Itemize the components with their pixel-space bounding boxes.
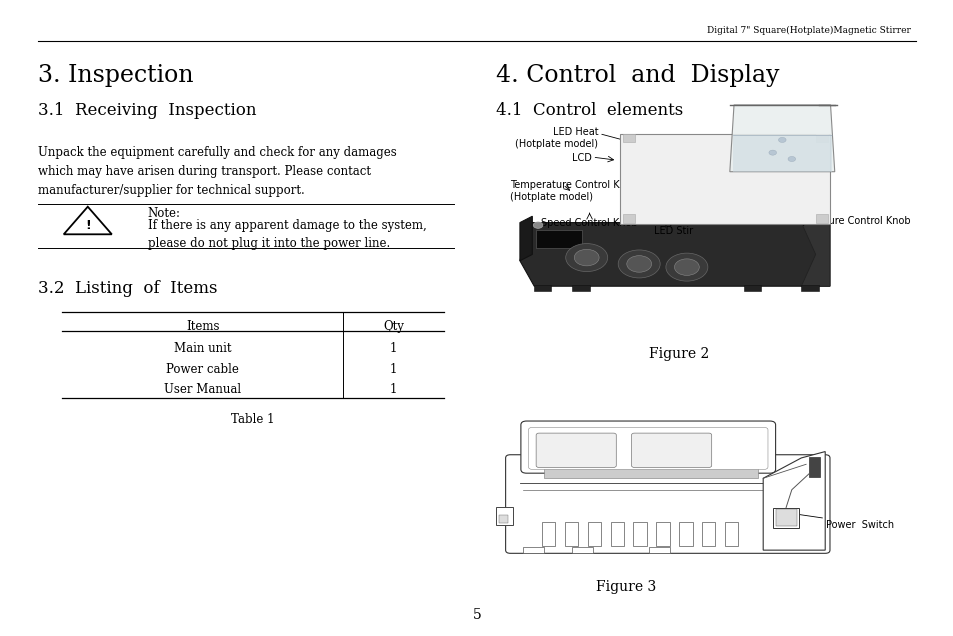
FancyBboxPatch shape (536, 433, 616, 467)
Bar (801, 285, 818, 291)
Text: User Manual: User Manual (164, 383, 241, 396)
Polygon shape (762, 452, 824, 550)
Bar (815, 214, 827, 223)
Bar (564, 522, 578, 546)
Text: Power cable: Power cable (166, 363, 239, 375)
Text: Figure 3: Figure 3 (595, 580, 656, 594)
Text: 4.1  Control  elements: 4.1 Control elements (496, 102, 682, 119)
Bar (633, 522, 646, 546)
Text: 3. Inspection: 3. Inspection (38, 64, 193, 86)
Text: Qty: Qty (383, 320, 403, 333)
Polygon shape (619, 134, 829, 224)
Circle shape (768, 150, 776, 155)
Bar (656, 522, 669, 546)
Bar (772, 508, 799, 528)
Bar (724, 522, 738, 546)
Polygon shape (801, 223, 829, 286)
Bar (743, 285, 760, 291)
Text: Figure 2: Figure 2 (648, 347, 709, 361)
Text: Table 1: Table 1 (231, 413, 274, 426)
Bar (815, 134, 827, 142)
Text: Unpack the equipment carefully and check for any damages
which may have arisen d: Unpack the equipment carefully and check… (38, 146, 396, 197)
Circle shape (533, 222, 542, 228)
Polygon shape (519, 223, 829, 286)
Polygon shape (519, 216, 532, 261)
Bar (808, 457, 820, 477)
Text: 3.1  Receiving  Inspection: 3.1 Receiving Inspection (38, 102, 256, 119)
Text: Temperature Control Knob
(Hotplate model): Temperature Control Knob (Hotplate model… (510, 180, 638, 202)
Text: Power  Switch: Power Switch (825, 520, 893, 530)
FancyBboxPatch shape (528, 427, 767, 469)
Bar (587, 522, 600, 546)
Bar (679, 522, 692, 546)
Circle shape (626, 256, 651, 272)
Circle shape (574, 249, 598, 266)
Bar (622, 134, 635, 142)
Bar (622, 214, 635, 223)
Text: 4. Control  and  Display: 4. Control and Display (496, 64, 779, 86)
Bar (610, 522, 623, 546)
Bar (536, 230, 581, 248)
Bar (701, 522, 715, 546)
Bar (534, 285, 551, 291)
Text: LED Stir: LED Stir (653, 226, 693, 236)
Text: Items: Items (186, 320, 219, 333)
Bar (775, 509, 796, 526)
FancyBboxPatch shape (520, 421, 775, 473)
Bar (498, 515, 508, 523)
Polygon shape (729, 105, 834, 172)
Circle shape (787, 156, 795, 162)
FancyBboxPatch shape (631, 433, 711, 467)
Text: !: ! (85, 219, 91, 232)
Circle shape (665, 253, 707, 281)
Bar (732, 135, 831, 172)
Text: 1: 1 (390, 363, 396, 375)
Text: Speed Control Knob: Speed Control Knob (540, 218, 638, 228)
Bar (572, 285, 589, 291)
Circle shape (778, 137, 785, 142)
Bar (648, 547, 669, 553)
Text: Safe Temperature Control Knob: Safe Temperature Control Knob (758, 216, 910, 226)
Circle shape (618, 250, 659, 278)
Text: Digital 7" Square(Hotplate)Magnetic Stirrer: Digital 7" Square(Hotplate)Magnetic Stir… (706, 26, 910, 35)
Text: Note:: Note: (148, 207, 181, 220)
Text: 5: 5 (472, 608, 481, 622)
Text: If there is any apparent damage to the system,
please do not plug it into the po: If there is any apparent damage to the s… (148, 219, 426, 251)
Bar (543, 468, 758, 478)
Text: 1: 1 (390, 383, 396, 396)
Bar (522, 547, 543, 553)
Text: 1: 1 (390, 342, 396, 355)
Circle shape (674, 259, 699, 275)
Text: 3.2  Listing  of  Items: 3.2 Listing of Items (38, 280, 217, 297)
FancyBboxPatch shape (505, 455, 829, 553)
Text: LCD: LCD (571, 153, 591, 163)
Bar (572, 547, 593, 553)
Circle shape (565, 244, 607, 272)
Text: LED Heat
(Hotplate model): LED Heat (Hotplate model) (515, 127, 598, 149)
Text: Main unit: Main unit (173, 342, 232, 355)
Bar (496, 507, 513, 525)
Bar (541, 522, 555, 546)
